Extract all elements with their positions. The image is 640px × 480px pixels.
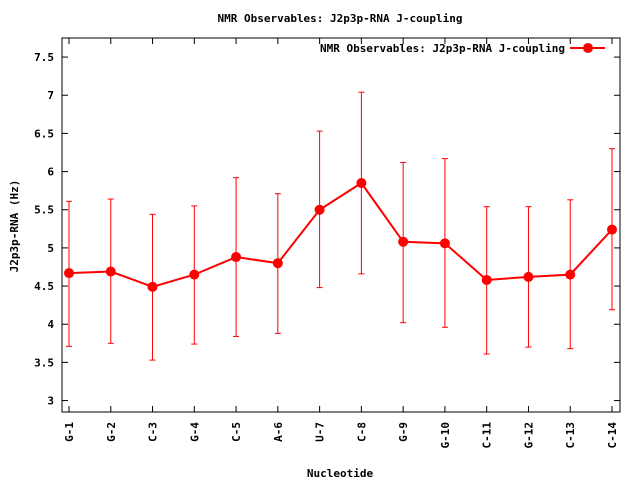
chart-title: NMR Observables: J2p3p-RNA J-coupling <box>217 12 462 25</box>
x-tick-label: G-1 <box>63 422 76 442</box>
data-point <box>439 238 450 249</box>
data-point <box>105 266 116 277</box>
x-tick-label: G-2 <box>105 422 118 442</box>
y-tick-label: 4.5 <box>34 280 54 293</box>
data-point <box>356 178 367 189</box>
x-tick-label: U-7 <box>314 422 327 442</box>
x-tick-label: C-13 <box>564 422 577 449</box>
y-tick-label: 5.5 <box>34 204 54 217</box>
data-point <box>314 204 325 215</box>
legend-marker <box>583 43 593 53</box>
y-tick-label: 3 <box>47 395 54 408</box>
data-point <box>64 268 74 279</box>
x-tick-label: G-12 <box>522 422 535 449</box>
data-point <box>565 269 576 280</box>
y-tick-label: 7 <box>47 89 54 102</box>
x-tick-label: G-9 <box>397 422 410 442</box>
y-tick-label: 5 <box>47 242 54 255</box>
y-tick-label: 6 <box>47 166 54 179</box>
data-point <box>231 252 242 263</box>
y-tick-label: 6.5 <box>34 127 54 140</box>
x-tick-label: C-14 <box>606 422 619 449</box>
x-tick-label: C-5 <box>230 422 243 442</box>
data-point <box>481 274 492 285</box>
y-tick-label: 3.5 <box>34 356 54 369</box>
data-point <box>523 271 534 282</box>
data-point <box>147 281 158 292</box>
x-tick-label: G-10 <box>439 422 452 449</box>
x-tick-label: G-4 <box>188 422 201 442</box>
plot-frame <box>61 37 621 413</box>
series-line <box>68 181 613 288</box>
plot-layer: 3 3.5 4 4.5 5 5.5 6 6.5 7 7.5 G-1 G-2 C-3 G-4 C-5 A-6 U-… <box>34 37 621 449</box>
data-point <box>607 224 617 235</box>
data-point <box>189 269 200 280</box>
y-tick-label: 7.5 <box>34 51 54 64</box>
x-tick-label: A-6 <box>272 422 285 442</box>
x-tick-label: C-11 <box>481 422 494 449</box>
x-axis-label: Nucleotide <box>307 467 374 480</box>
data-point <box>272 258 283 269</box>
legend-label: NMR Observables: J2p3p-RNA J-coupling <box>320 42 565 55</box>
x-tick-label: C-8 <box>355 422 368 442</box>
y-tick-label: 4 <box>47 318 54 331</box>
x-tick-label: C-3 <box>147 422 160 442</box>
y-axis-label: J2p3p-RNA (Hz) <box>8 180 21 273</box>
data-point <box>398 236 409 247</box>
